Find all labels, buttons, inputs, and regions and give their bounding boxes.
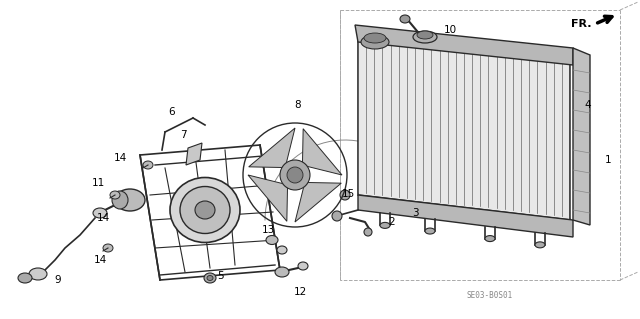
Text: 6: 6 bbox=[169, 107, 175, 117]
Ellipse shape bbox=[112, 191, 128, 209]
Polygon shape bbox=[249, 128, 295, 167]
Ellipse shape bbox=[170, 177, 240, 242]
Text: 15: 15 bbox=[341, 189, 355, 199]
Polygon shape bbox=[303, 129, 342, 175]
Text: FR.: FR. bbox=[572, 19, 592, 29]
Text: 8: 8 bbox=[294, 100, 301, 110]
Ellipse shape bbox=[18, 273, 32, 283]
Ellipse shape bbox=[266, 235, 278, 244]
Text: SE03-B0S01: SE03-B0S01 bbox=[467, 291, 513, 300]
Text: 13: 13 bbox=[261, 225, 275, 235]
Text: 12: 12 bbox=[293, 287, 307, 297]
Ellipse shape bbox=[380, 222, 390, 228]
Ellipse shape bbox=[277, 246, 287, 254]
Ellipse shape bbox=[417, 31, 433, 39]
Ellipse shape bbox=[361, 35, 389, 49]
Text: 3: 3 bbox=[412, 208, 419, 218]
Text: 11: 11 bbox=[92, 178, 104, 188]
Circle shape bbox=[332, 211, 342, 221]
Ellipse shape bbox=[180, 187, 230, 234]
Ellipse shape bbox=[207, 276, 213, 280]
Ellipse shape bbox=[93, 208, 107, 218]
Text: 2: 2 bbox=[388, 217, 396, 227]
Polygon shape bbox=[358, 32, 570, 220]
Ellipse shape bbox=[204, 273, 216, 283]
Ellipse shape bbox=[115, 189, 145, 211]
Ellipse shape bbox=[103, 244, 113, 252]
Polygon shape bbox=[295, 182, 341, 222]
Text: 14: 14 bbox=[93, 255, 107, 265]
Text: 9: 9 bbox=[54, 275, 61, 285]
Ellipse shape bbox=[485, 235, 495, 241]
Ellipse shape bbox=[535, 242, 545, 248]
Ellipse shape bbox=[413, 31, 437, 43]
Ellipse shape bbox=[275, 267, 289, 277]
Polygon shape bbox=[186, 143, 202, 165]
Polygon shape bbox=[248, 175, 287, 221]
Polygon shape bbox=[355, 25, 573, 65]
Polygon shape bbox=[358, 195, 573, 237]
Circle shape bbox=[364, 228, 372, 236]
Text: 5: 5 bbox=[217, 271, 223, 281]
Ellipse shape bbox=[298, 262, 308, 270]
Polygon shape bbox=[573, 48, 590, 225]
Ellipse shape bbox=[110, 191, 120, 199]
Text: 10: 10 bbox=[444, 25, 456, 35]
Ellipse shape bbox=[425, 228, 435, 234]
Text: 14: 14 bbox=[97, 213, 109, 223]
Text: 1: 1 bbox=[605, 155, 611, 165]
Circle shape bbox=[280, 160, 310, 190]
Circle shape bbox=[287, 167, 303, 183]
Circle shape bbox=[340, 190, 350, 200]
Text: 7: 7 bbox=[180, 130, 186, 140]
Ellipse shape bbox=[364, 33, 386, 43]
Ellipse shape bbox=[400, 15, 410, 23]
Ellipse shape bbox=[29, 268, 47, 280]
Ellipse shape bbox=[143, 161, 153, 169]
Text: 14: 14 bbox=[113, 153, 127, 163]
Text: 4: 4 bbox=[585, 100, 591, 110]
Ellipse shape bbox=[195, 201, 215, 219]
